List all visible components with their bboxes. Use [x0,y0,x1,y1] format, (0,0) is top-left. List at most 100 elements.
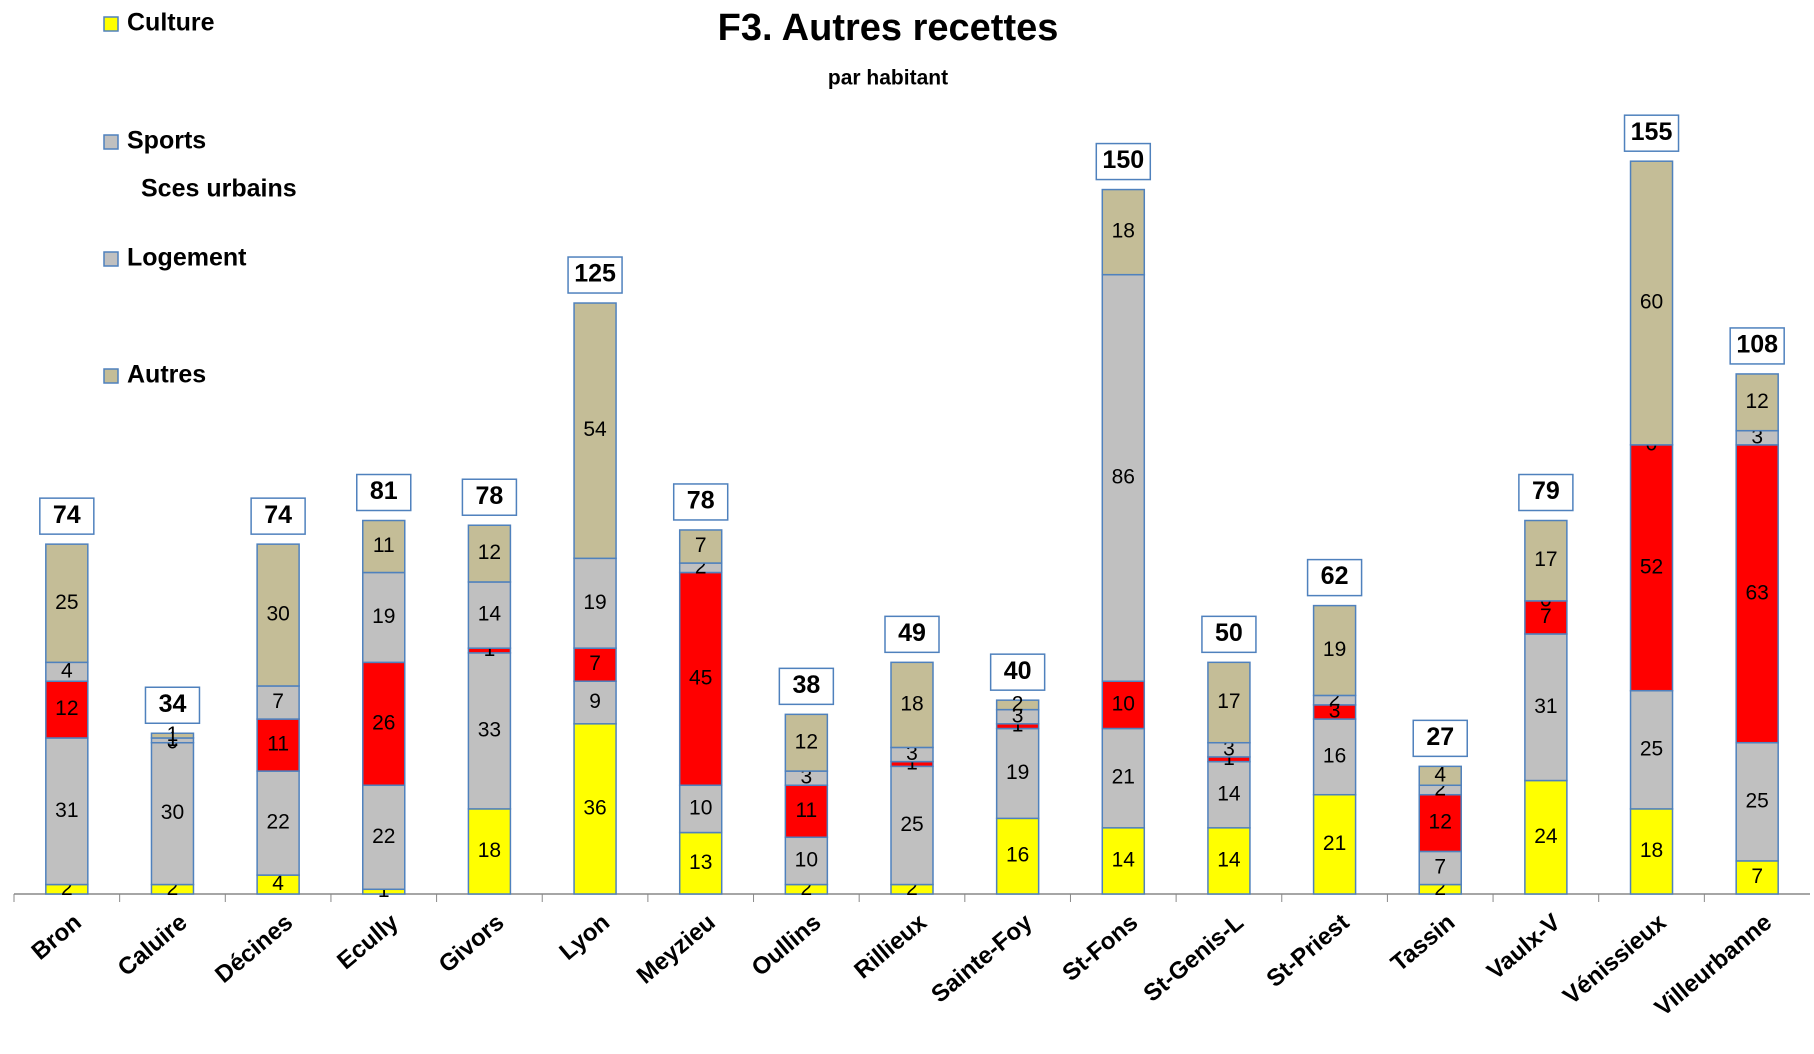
bar-segment [1524,519,1568,602]
data-label: 2 [906,877,918,900]
bar-segment [1629,160,1674,446]
data-label: 19 [583,591,606,614]
data-label: 14 [1217,848,1241,871]
bar-segment [890,661,934,749]
total-box [1095,142,1152,181]
bar-segment [1735,860,1779,895]
data-label: 52 [1640,555,1663,578]
bar-segment [1629,444,1674,692]
bar-segment [1524,779,1568,895]
x-tick-label: Meyzieu [632,909,721,990]
data-label: 1 [167,728,179,751]
total-label: 78 [687,487,715,515]
total-label: 108 [1736,331,1778,359]
data-label: 22 [266,811,289,834]
data-label: 17 [1534,548,1557,571]
data-label: 22 [372,825,395,848]
data-label: 2 [801,877,813,900]
data-label: 86 [1112,466,1135,489]
data-label: 3 [1012,704,1024,727]
bar-segment [1207,760,1251,829]
bar-segment [678,529,723,564]
data-label: 25 [1745,789,1768,812]
total-box [778,667,835,706]
data-label: 7 [1434,856,1446,879]
total-label: 74 [264,501,292,529]
data-label: 24 [1534,825,1558,848]
bar-segment [784,713,829,772]
total-label: 50 [1215,619,1243,647]
bar-segment [678,571,723,787]
total-label: 155 [1631,118,1673,146]
bar-segment [256,718,300,772]
legend-marker [103,16,119,32]
bar-segment [1101,680,1146,730]
data-label: 11 [795,799,817,822]
data-label: 12 [1429,811,1452,834]
data-label: 7 [1540,605,1552,628]
data-label: 2 [1434,877,1446,900]
data-label: 2 [1434,778,1446,801]
total-box [461,478,518,516]
total-box [672,483,729,521]
bar-segment [1735,741,1779,862]
legend-marker [103,134,119,150]
x-tick-label: Vénissieux [1558,908,1672,1010]
bar-segment [1418,850,1462,886]
bar-segment [1418,793,1462,853]
data-label: 10 [689,796,712,819]
data-label: 18 [478,839,501,862]
bar-segment [573,647,617,683]
data-label: 11 [267,733,289,756]
total-box [884,615,940,654]
data-label: 12 [55,697,78,720]
bar-segment [784,836,829,886]
data-label: 19 [372,605,395,628]
total-label: 27 [1426,723,1454,751]
data-label: 17 [1217,690,1240,713]
x-tick-label: Bron [27,909,87,966]
bar-segment [150,732,195,739]
x-tick-label: Sainte-Foy [926,908,1038,1008]
chart-subtitle: par habitant [828,67,948,90]
x-tick-label: Rillieux [849,908,932,984]
bar-segment [1312,793,1357,895]
data-label: 18 [900,692,923,715]
total-box [39,497,95,535]
bar-segment [573,557,617,649]
total-label: 49 [898,619,926,647]
total-box [1306,558,1363,597]
total-box [1623,114,1680,152]
bar-segment [1101,188,1146,276]
data-label: 4 [61,659,73,682]
data-label: 1 [484,638,496,661]
data-label: 7 [272,690,284,713]
data-label: 1 [167,723,179,746]
total-label: 150 [1102,146,1144,174]
x-tick-label: St-Priest [1262,909,1355,993]
bar-segment [256,685,300,720]
data-label: 10 [795,848,818,871]
total-label: 125 [574,260,616,288]
x-tick-label: Villeurbanne [1650,909,1777,1022]
bar-segment [995,727,1040,820]
data-label: 31 [55,799,78,822]
x-tick-label: Lyon [554,909,615,966]
x-tick-label: Ecully [332,908,404,975]
bar-segment [467,652,512,810]
legend-label: Sports [127,127,206,155]
data-label: 7 [589,652,601,675]
data-label: 12 [1745,390,1768,413]
bar-segment [45,543,89,664]
bar-segment [362,519,406,574]
data-label: 2 [61,877,73,900]
data-label: 2 [695,555,707,578]
x-tick-label: Décines [210,909,298,989]
legend-label: Logement [127,244,247,272]
total-label: 38 [792,671,820,699]
data-label: 3 [1223,737,1235,760]
bar-segment [1629,689,1674,810]
data-label: 13 [689,851,712,874]
legend-marker [103,251,119,267]
